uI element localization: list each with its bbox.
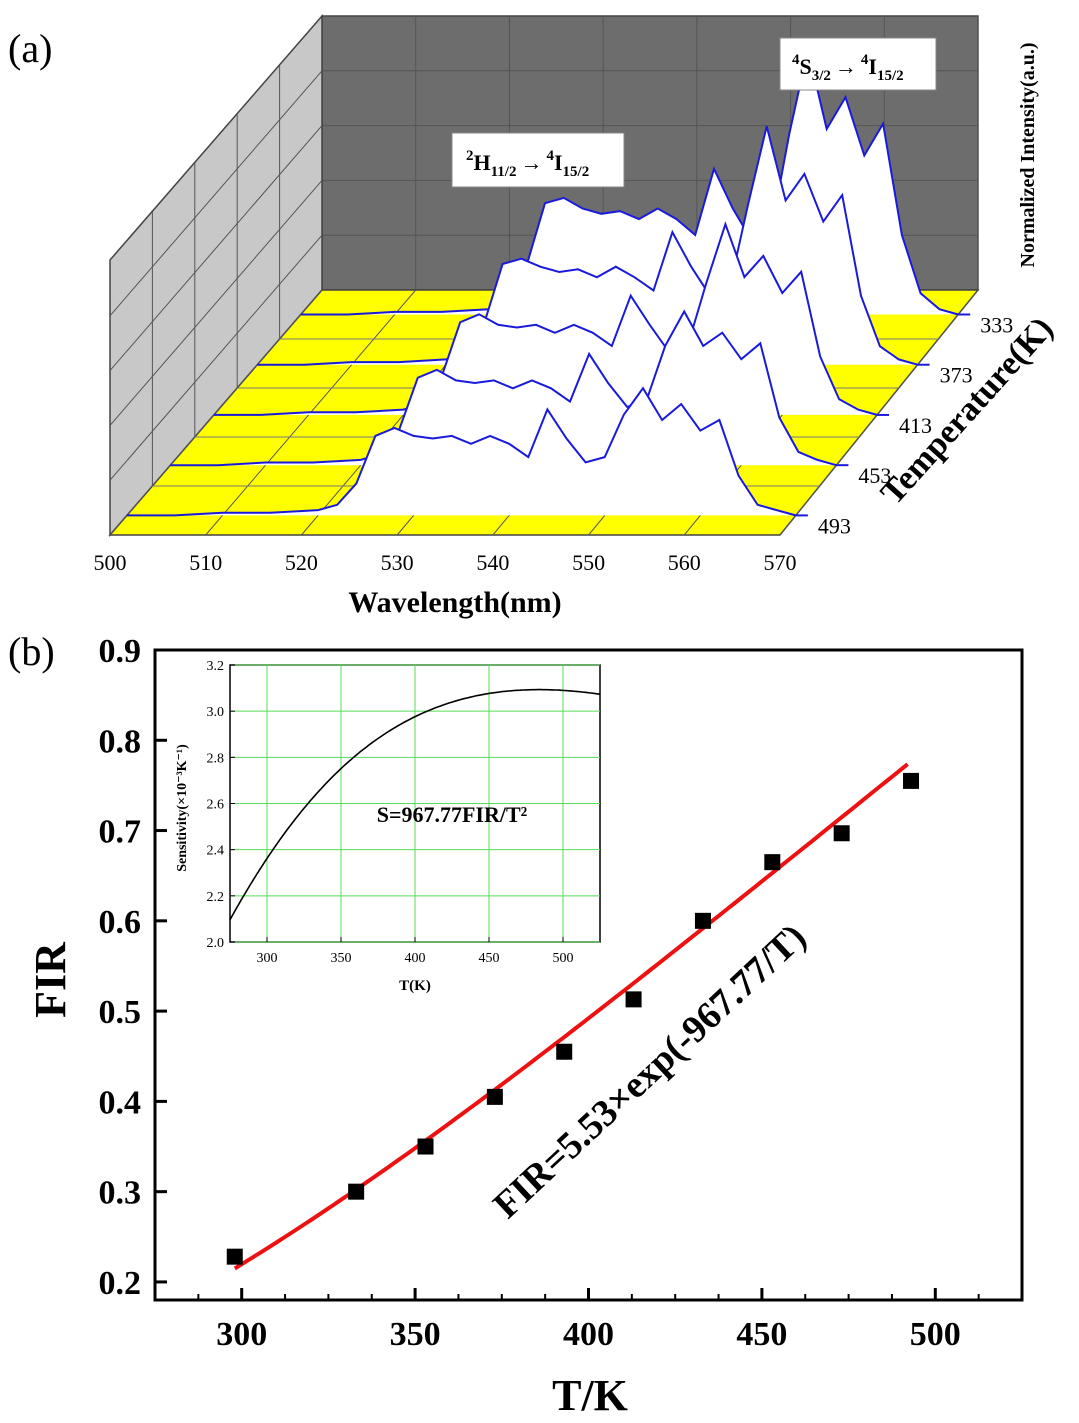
inset-y-label-2.4: 2.4 — [207, 844, 225, 859]
temp-label-373: 373 — [940, 363, 973, 388]
spectrum-fill — [127, 388, 796, 516]
fir-data-points — [226, 772, 920, 1265]
temp-label-333: 333 — [980, 313, 1013, 338]
fir-x-ticks: 300 350 400 450 500 — [154, 1288, 1023, 1353]
inset-y-label-3.2: 3.2 — [207, 659, 225, 674]
data-point-373 — [486, 1088, 503, 1105]
data-point-333 — [348, 1183, 365, 1200]
h-band-sub1: 11/2 — [491, 164, 517, 180]
y-tick-label-0.6: 0.6 — [99, 904, 142, 941]
inset-formula: S=967.77FIR/T² — [377, 802, 528, 827]
x-tick-label-400: 400 — [563, 1316, 614, 1353]
x-tick-label-300: 300 — [216, 1316, 267, 1353]
y-tick-label-0.9: 0.9 — [99, 633, 142, 670]
inset-y-label-2.8: 2.8 — [207, 751, 225, 766]
wavelength-tick-560: 560 — [668, 550, 701, 575]
annotation-h-band: 2H11/2 → 4I15/2 — [451, 132, 625, 188]
x-tick-label-350: 350 — [390, 1316, 441, 1353]
h-band-sym2: I — [554, 150, 563, 175]
panel-a-3d-spectra: (a) 333 373 413 453 493 500 510 520 530 540 550 56… — [8, 13, 1061, 619]
inset-y-label-2.0: 2.0 — [207, 936, 225, 951]
inset-x-label-350: 350 — [331, 951, 352, 966]
inset-sensitivity-chart: 300 350 400 450 500 2.0 2.2 2.4 2.6 2.8 3.0 3.2 S=9… — [175, 659, 601, 994]
wavelength-tick-530: 530 — [381, 550, 414, 575]
s-band-sym1: S — [800, 54, 812, 79]
inset-y-label-3.0: 3.0 — [207, 705, 225, 720]
data-point-413 — [625, 991, 642, 1008]
h-band-sym1: H — [474, 150, 491, 175]
y-tick-label-0.4: 0.4 — [99, 1084, 142, 1121]
s-band-sup1: 4 — [792, 52, 800, 68]
svg-text:2H11/2→4I15/2: 2H11/2 → 4I15/2 — [466, 148, 589, 180]
annotation-s-band: 4S3/2 → 4I15/2 — [779, 37, 937, 91]
data-point-473 — [833, 825, 850, 842]
wavelength-tick-500: 500 — [94, 550, 127, 575]
wavelength-tick-510: 510 — [189, 550, 222, 575]
s-band-sym2: I — [868, 54, 877, 79]
panel-a-xlabel: Wavelength(nm) — [348, 586, 561, 619]
h-band-sup2: 4 — [546, 148, 554, 164]
inset-x-label-400: 400 — [405, 951, 426, 966]
h-band-arrow: → — [520, 150, 542, 175]
panel-a-ylabel: Normalized Intensity(a.u.) — [1017, 43, 1039, 268]
temp-label-493: 493 — [818, 513, 851, 538]
data-point-453 — [764, 854, 781, 871]
panel-b-xlabel: T/K — [552, 1371, 628, 1420]
y-tick-label-0.8: 0.8 — [99, 723, 142, 760]
data-point-433 — [694, 912, 711, 929]
data-point-353 — [417, 1138, 434, 1155]
wavelength-tick-labels: 500 510 520 530 540 550 560 570 — [94, 550, 797, 575]
side-grid-hline — [109, 125, 323, 371]
inset-y-label-2.6: 2.6 — [207, 798, 225, 813]
side-wall-grid — [109, 65, 323, 486]
svg-text:4S3/2→4I15/2: 4S3/2 → 4I15/2 — [792, 52, 904, 84]
wavelength-tick-540: 540 — [476, 550, 509, 575]
inset-ylabel: Sensitivity(×10⁻³K⁻¹) — [175, 744, 190, 872]
spectra-series — [127, 49, 959, 517]
inset-grid — [230, 664, 600, 943]
fit-curve — [233, 762, 909, 1271]
fir-y-ticks: 0.2 0.3 0.4 0.5 0.6 0.7 0.8 0.9 — [99, 633, 167, 1302]
inset-x-label-300: 300 — [257, 951, 278, 966]
sensitivity-curve — [229, 688, 601, 921]
inset-y-label-2.2: 2.2 — [207, 890, 225, 905]
s-band-sup2: 4 — [861, 52, 869, 68]
temp-label-453: 453 — [858, 463, 891, 488]
spectrum-493 — [127, 386, 797, 517]
s-band-sub1: 3/2 — [812, 68, 831, 84]
x-tick-label-450: 450 — [736, 1316, 787, 1353]
h-band-sub2: 15/2 — [563, 164, 590, 180]
s-band-arrow: → — [835, 54, 857, 79]
data-point-493 — [903, 772, 920, 789]
inset-ticks: 300 350 400 450 500 2.0 2.2 2.4 2.6 2.8 3.0 3.2 — [207, 659, 574, 966]
side-grid-hline — [109, 70, 323, 317]
inset-x-label-500: 500 — [553, 951, 574, 966]
wavelength-tick-570: 570 — [764, 550, 797, 575]
floor-grid-line — [779, 289, 979, 536]
y-tick-label-0.3: 0.3 — [99, 1175, 142, 1212]
wavelength-tick-520: 520 — [285, 550, 318, 575]
temp-label-413: 413 — [899, 413, 932, 438]
x-tick-label-500: 500 — [910, 1316, 961, 1353]
h-band-sup1: 2 — [466, 148, 474, 164]
side-grid-hline — [109, 234, 323, 481]
data-point-298 — [226, 1248, 243, 1265]
panel-b-fir-chart: (b) 0.2 0.3 0.4 0.5 0.6 0.7 0.8 0.9 300 350 400 45… — [8, 629, 1024, 1420]
panel-b-ylabel: FIR — [26, 941, 75, 1018]
spectrum-line — [127, 386, 797, 517]
inset-xlabel: T(K) — [399, 978, 431, 994]
side-grid-hline — [109, 180, 323, 426]
temperature-tick-labels: 333 373 413 453 493 — [795, 313, 1013, 538]
panel-a-label: (a) — [8, 26, 52, 71]
y-tick-label-0.2: 0.2 — [99, 1265, 142, 1302]
inset-x-label-450: 450 — [479, 951, 500, 966]
wavelength-tick-550: 550 — [572, 550, 605, 575]
y-tick-label-0.7: 0.7 — [99, 814, 142, 851]
panel-b-label: (b) — [8, 629, 55, 674]
floor-grid-line — [109, 289, 323, 536]
data-point-393 — [556, 1043, 573, 1060]
s-band-sub2: 15/2 — [877, 68, 904, 84]
y-tick-label-0.5: 0.5 — [99, 994, 142, 1031]
